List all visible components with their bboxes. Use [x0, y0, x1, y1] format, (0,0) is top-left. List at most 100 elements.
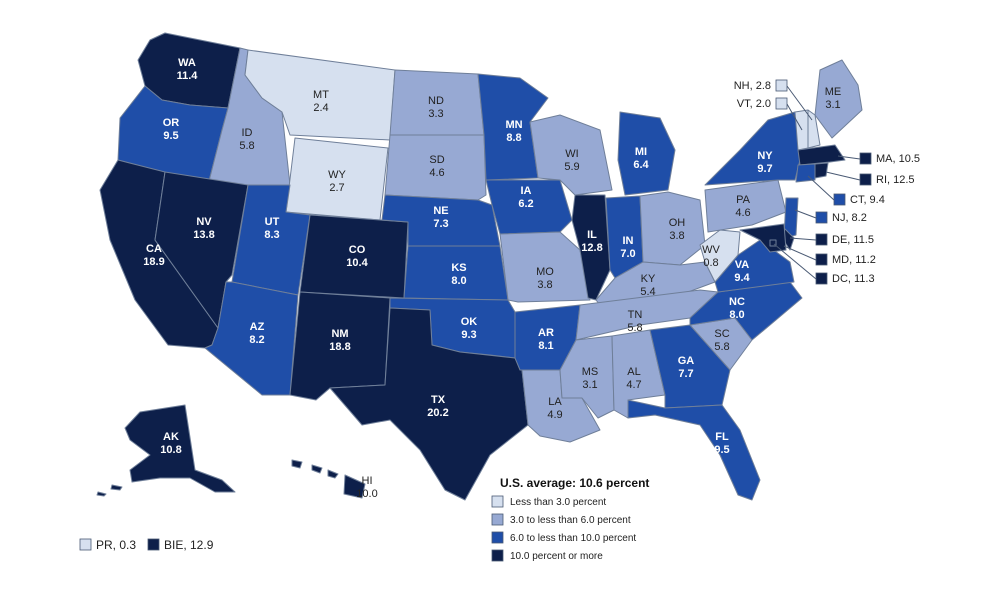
legend-swatch-1	[491, 513, 504, 526]
state-abbr-KY: KY	[641, 273, 656, 285]
state-abbr-AL: AL	[627, 366, 640, 378]
callout-swatch-NH	[775, 79, 788, 92]
state-value-ME: 3.1	[825, 99, 840, 111]
state-value-NV: 13.8	[193, 229, 214, 241]
state-label-IN: IN 7.0	[620, 235, 635, 260]
state-MO[interactable]	[499, 231, 591, 303]
state-label-NM: NM 18.8	[329, 328, 350, 353]
state-PA[interactable]	[704, 179, 787, 233]
state-abbr-TN: TN	[628, 309, 643, 321]
state-label-MN: MN 8.8	[505, 119, 522, 144]
state-value-AZ: 8.2	[249, 334, 264, 346]
state-label-IA: IA 6.2	[518, 185, 533, 210]
state-value-VA: 9.4	[734, 272, 750, 284]
callout-swatch-DE	[815, 233, 828, 246]
legend-swatch-0	[491, 495, 504, 508]
state-abbr-MS: MS	[582, 366, 599, 378]
state-SD[interactable]	[384, 134, 487, 201]
northeast-callouts: NH, 2.8 VT, 2.0 MA, 10.5 RI, 12.5 CT, 9.…	[734, 79, 920, 285]
state-FL[interactable]	[627, 399, 761, 501]
state-abbr-WV: WV	[702, 244, 720, 256]
state-value-UT: 8.3	[264, 229, 279, 241]
state-abbr-HI: HI	[362, 475, 373, 487]
territory-BIE: BIE, 12.9	[164, 538, 214, 552]
state-value-WV: 0.8	[703, 257, 718, 269]
state-abbr-FL: FL	[715, 431, 729, 443]
state-abbr-MN: MN	[505, 119, 522, 131]
state-WI[interactable]	[529, 114, 613, 196]
state-abbr-NE: NE	[433, 205, 448, 217]
state-value-MI: 6.4	[633, 159, 649, 171]
state-TX[interactable]	[329, 307, 529, 501]
callout-MA: MA, 10.5	[876, 153, 920, 165]
state-label-UT: UT 8.3	[264, 216, 279, 241]
legend-label-2: 6.0 to less than 10.0 percent	[510, 533, 636, 544]
state-abbr-NC: NC	[729, 296, 745, 308]
state-abbr-OR: OR	[163, 117, 180, 129]
state-value-IN: 7.0	[620, 248, 635, 260]
state-NY[interactable]	[704, 111, 801, 186]
state-label-AZ: AZ 8.2	[249, 321, 264, 346]
state-AK[interactable]	[124, 404, 236, 493]
state-abbr-AZ: AZ	[250, 321, 265, 333]
state-value-PA: 4.6	[735, 207, 750, 219]
state-label-WV: WV 0.8	[702, 244, 720, 269]
territories: PR, 0.3 BIE, 12.9	[79, 538, 214, 552]
state-label-WY: WY 2.7	[328, 169, 346, 194]
state-label-MO: MO 3.8	[536, 266, 554, 291]
state-abbr-OH: OH	[669, 217, 686, 229]
state-AZ[interactable]	[204, 281, 299, 396]
territory-PR: PR, 0.3	[96, 538, 136, 552]
state-MI[interactable]	[617, 111, 676, 196]
territory-swatch-BIE	[147, 538, 160, 551]
state-value-KY: 5.4	[640, 286, 655, 298]
state-label-SC: SC 5.8	[714, 328, 729, 353]
callout-RI: RI, 12.5	[876, 174, 915, 186]
state-label-TN: TN 5.8	[627, 309, 642, 334]
state-value-KS: 8.0	[451, 275, 466, 287]
state-HI[interactable]	[343, 474, 366, 499]
state-RI[interactable]	[814, 162, 829, 179]
callout-NH: NH, 2.8	[734, 80, 771, 92]
state-value-AK: 10.8	[160, 444, 181, 456]
callout-swatch-RI	[859, 173, 872, 186]
state-IL[interactable]	[571, 194, 611, 301]
state-abbr-AK: AK	[163, 431, 179, 443]
territory-swatch-PR	[79, 538, 92, 551]
state-abbr-MT: MT	[313, 89, 329, 101]
state-abbr-ME: ME	[825, 86, 842, 98]
state-abbr-NM: NM	[331, 328, 348, 340]
state-label-IL: IL 12.8	[581, 229, 602, 254]
hawaii-small-islands	[291, 459, 339, 479]
state-abbr-SD: SD	[429, 154, 444, 166]
state-value-NY: 9.7	[757, 163, 772, 175]
state-label-GA: GA 7.7	[678, 355, 695, 380]
state-abbr-OK: OK	[461, 316, 478, 328]
callout-VT: VT, 2.0	[737, 98, 771, 110]
state-MA[interactable]	[797, 144, 846, 166]
state-value-MS: 3.1	[582, 379, 597, 391]
state-value-OH: 3.8	[669, 230, 684, 242]
state-abbr-PA: PA	[736, 194, 751, 206]
state-label-OR: OR 9.5	[163, 117, 180, 142]
state-value-WY: 2.7	[329, 182, 344, 194]
state-label-TX: TX 20.2	[427, 394, 448, 419]
callout-swatch-DC	[815, 272, 828, 285]
state-label-FL: FL 9.5	[714, 431, 729, 456]
state-abbr-WA: WA	[178, 57, 196, 69]
callout-swatch-MA	[859, 152, 872, 165]
state-NJ[interactable]	[783, 197, 799, 239]
state-abbr-MO: MO	[536, 266, 554, 278]
state-value-ID: 5.8	[239, 140, 254, 152]
state-label-NY: NY 9.7	[757, 150, 773, 175]
state-value-LA: 4.9	[547, 409, 562, 421]
state-value-MO: 3.8	[537, 279, 552, 291]
state-value-TN: 5.8	[627, 322, 642, 334]
state-value-HI: 10.0	[356, 488, 377, 500]
callout-swatch-VT	[775, 97, 788, 110]
legend-label-3: 10.0 percent or more	[510, 551, 603, 562]
state-label-SD: SD 4.6	[429, 154, 444, 179]
state-label-HI: HI 10.0	[356, 475, 377, 500]
state-abbr-ND: ND	[428, 95, 444, 107]
